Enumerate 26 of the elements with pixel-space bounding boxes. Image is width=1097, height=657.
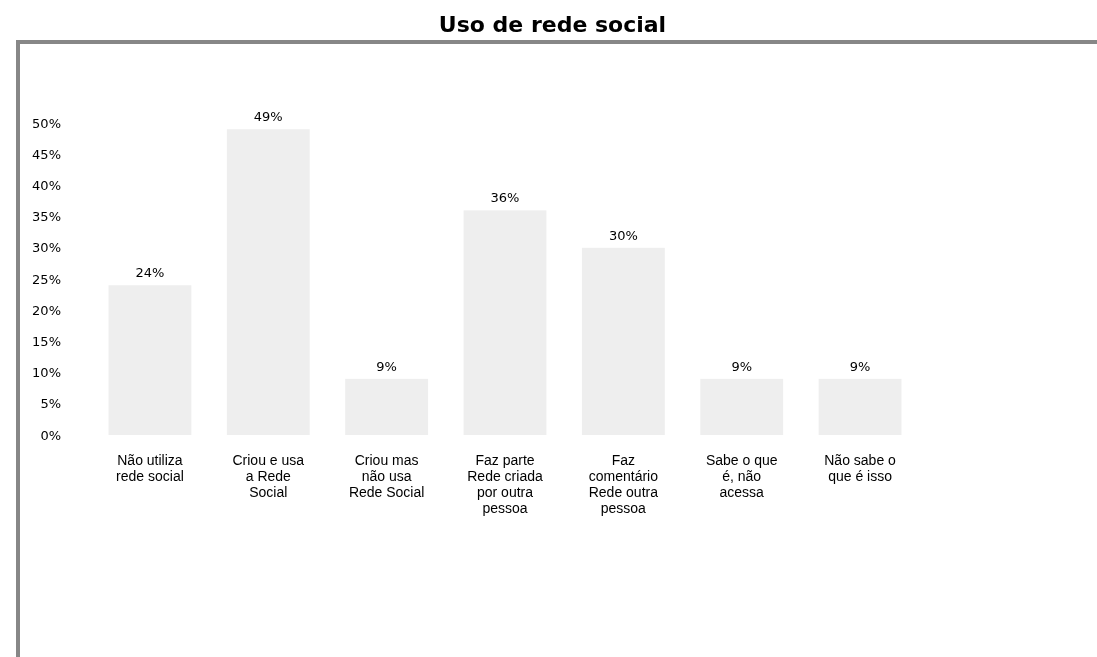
x-tick-label: Não utiliza rede social: [116, 452, 184, 485]
y-tick-label: 10%: [32, 365, 61, 381]
data-label: 9%: [731, 358, 753, 374]
data-label: 36%: [490, 190, 520, 206]
y-tick-label: 20%: [32, 302, 61, 318]
y-tick-label: 30%: [32, 240, 61, 256]
y-tick-label: 50%: [32, 115, 61, 131]
data-label: 9%: [849, 358, 871, 374]
x-tick-label: Criou mas não usa Rede Social: [348, 452, 425, 501]
y-tick-label: 45%: [32, 146, 61, 162]
y-tick-label: 35%: [32, 209, 61, 225]
x-tick-label: Faz comentário Rede outra pessoa: [588, 452, 659, 517]
y-tick-label: 15%: [32, 333, 61, 349]
data-label: 49%: [253, 109, 283, 125]
x-tick-label: Sabe o que é, não acessa: [705, 452, 778, 501]
y-tick-label: 5%: [40, 396, 61, 412]
y-tick-label: 25%: [32, 271, 61, 287]
y-tick-label: 0%: [40, 427, 61, 443]
x-tick-label: Faz parte Rede criada por outra pessoa: [467, 452, 543, 517]
x-tick-label: Criou e usa a Rede Social: [232, 452, 305, 501]
data-label: 9%: [376, 358, 397, 374]
x-tick-label: Não sabe o que é isso: [824, 452, 897, 485]
y-tick-label: 40%: [32, 177, 61, 193]
chart-title: Uso de rede social: [438, 12, 667, 37]
data-label: 30%: [608, 227, 638, 243]
data-label: 24%: [135, 265, 165, 281]
